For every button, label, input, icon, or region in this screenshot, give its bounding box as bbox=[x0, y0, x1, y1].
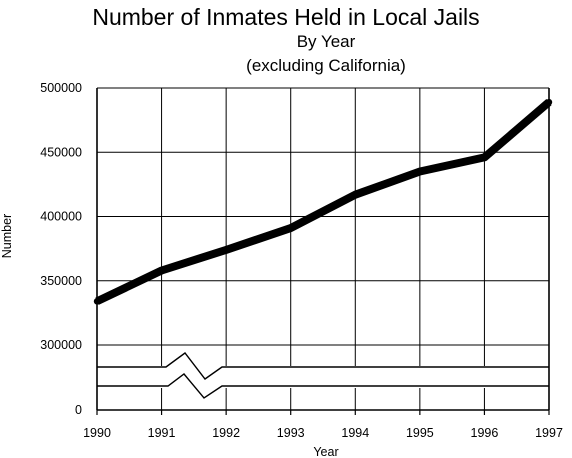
y-axis-label: Number bbox=[0, 214, 14, 258]
x-tick-label-1995: 1995 bbox=[406, 426, 434, 440]
x-tick-label-1993: 1993 bbox=[277, 426, 305, 440]
y-tick-label-300000: 300000 bbox=[40, 338, 82, 352]
data-point-1991 bbox=[158, 267, 165, 274]
x-tick-label-1996: 1996 bbox=[471, 426, 499, 440]
data-point-1996 bbox=[481, 154, 488, 161]
x-tick-label-1994: 1994 bbox=[341, 426, 369, 440]
axis-break bbox=[97, 352, 549, 399]
plot-frame bbox=[96, 88, 550, 415]
y-tick-label-500000: 500000 bbox=[40, 81, 82, 95]
series-layer bbox=[93, 98, 553, 305]
chart-title: Number of Inmates Held in Local Jails bbox=[92, 4, 480, 30]
data-point-1992 bbox=[222, 246, 230, 254]
break-band bbox=[98, 366, 548, 388]
chart-subtitle-exclusion: (excluding California) bbox=[246, 56, 406, 75]
break-line-upper bbox=[97, 352, 549, 380]
data-point-1995 bbox=[416, 168, 424, 175]
y-tick-label-400000: 400000 bbox=[40, 210, 82, 224]
x-tick-label-1992: 1992 bbox=[212, 426, 240, 440]
data-point-1994 bbox=[352, 191, 359, 198]
y-tick-label-0: 0 bbox=[75, 403, 82, 417]
data-point-1997 bbox=[545, 98, 553, 106]
data-point-1993 bbox=[287, 224, 294, 232]
y-tick-label-350000: 350000 bbox=[40, 274, 82, 288]
grid-lines bbox=[97, 87, 549, 410]
x-tick-label-1997: 1997 bbox=[535, 426, 563, 440]
break-line-lower bbox=[97, 373, 549, 399]
y-tick-label-450000: 450000 bbox=[40, 145, 82, 159]
x-tick-label-1990: 1990 bbox=[83, 426, 111, 440]
y-tick-labels: 0 300000 350000 400000 450000 500000 bbox=[40, 81, 82, 417]
x-tick-label-1991: 1991 bbox=[148, 426, 176, 440]
chart-subtitle-year: By Year bbox=[296, 32, 356, 51]
x-axis-label: Year bbox=[313, 445, 338, 458]
x-tick-labels: 1990 1991 1992 1993 1994 1995 1996 1997 bbox=[83, 426, 563, 440]
series-line-0 bbox=[95, 99, 552, 305]
data-point-1990 bbox=[93, 298, 101, 305]
